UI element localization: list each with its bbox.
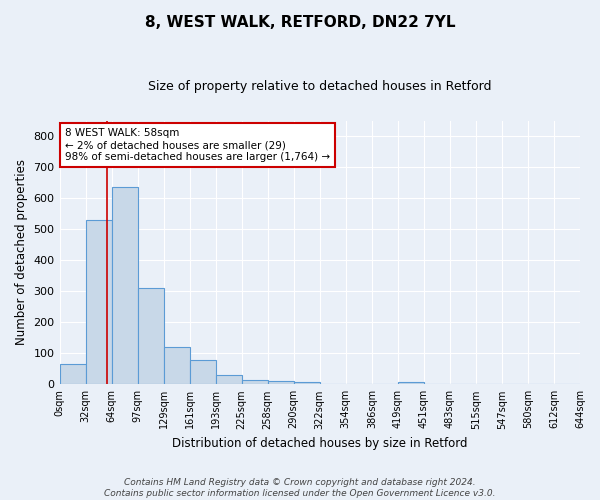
Bar bbox=[268, 381, 294, 384]
Title: Size of property relative to detached houses in Retford: Size of property relative to detached ho… bbox=[148, 80, 491, 93]
Y-axis label: Number of detached properties: Number of detached properties bbox=[15, 160, 28, 346]
Bar bbox=[112, 188, 137, 384]
Text: 8 WEST WALK: 58sqm
← 2% of detached houses are smaller (29)
98% of semi-detached: 8 WEST WALK: 58sqm ← 2% of detached hous… bbox=[65, 128, 330, 162]
Bar bbox=[137, 288, 164, 384]
Bar bbox=[190, 360, 215, 384]
Bar bbox=[242, 380, 268, 384]
X-axis label: Distribution of detached houses by size in Retford: Distribution of detached houses by size … bbox=[172, 437, 467, 450]
Bar bbox=[164, 347, 190, 385]
Bar bbox=[86, 220, 112, 384]
Text: 8, WEST WALK, RETFORD, DN22 7YL: 8, WEST WALK, RETFORD, DN22 7YL bbox=[145, 15, 455, 30]
Bar bbox=[398, 382, 424, 384]
Bar bbox=[59, 364, 86, 384]
Bar bbox=[215, 375, 242, 384]
Text: Contains HM Land Registry data © Crown copyright and database right 2024.
Contai: Contains HM Land Registry data © Crown c… bbox=[104, 478, 496, 498]
Bar bbox=[294, 382, 320, 384]
